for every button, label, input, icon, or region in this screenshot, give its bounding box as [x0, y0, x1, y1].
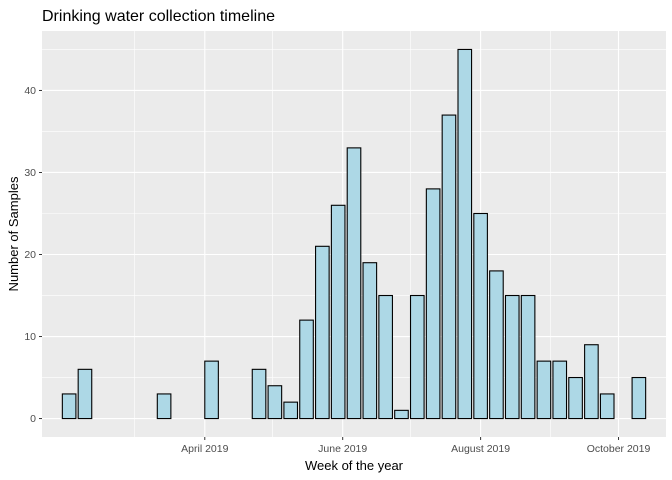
bar: [425, 188, 441, 420]
bar: [378, 294, 393, 420]
bar: [394, 409, 409, 420]
y-tick-label: 30: [24, 167, 36, 179]
chart-title: Drinking water collection timeline: [42, 8, 275, 25]
x-tick-label: June 2019: [318, 443, 367, 455]
x-tick-label: April 2019: [181, 443, 228, 455]
bar: [61, 393, 77, 420]
bar: [77, 368, 93, 420]
bar: [409, 294, 425, 420]
bar: [552, 360, 568, 420]
bar: [362, 262, 378, 420]
y-axis: 0 10 20 30 40: [24, 85, 42, 425]
bar: [568, 376, 583, 420]
bar: [156, 393, 172, 420]
x-tick-label: October 2019: [587, 443, 651, 455]
bar: [299, 319, 314, 420]
bar: [520, 294, 536, 420]
bar: [473, 212, 488, 420]
bar: [631, 376, 647, 420]
y-axis-title: Number of Samples: [6, 176, 21, 291]
y-tick-label: 0: [30, 413, 36, 425]
bar: [599, 393, 615, 420]
bars: [61, 48, 647, 420]
y-tick-label: 40: [24, 85, 36, 97]
x-tick-label: August 2019: [451, 443, 510, 455]
bar: [489, 270, 504, 420]
bar: [204, 360, 219, 420]
bar: [536, 360, 552, 420]
bar: [251, 368, 267, 420]
y-tick-label: 20: [24, 249, 36, 261]
bar: [346, 147, 362, 420]
x-axis: April 2019 June 2019 August 2019 October 20…: [181, 437, 650, 455]
bar: [267, 385, 283, 420]
x-axis-title: Week of the year: [305, 458, 404, 473]
y-tick-label: 10: [24, 331, 36, 343]
bar: [504, 294, 520, 420]
bar: [283, 401, 299, 420]
bar: [315, 245, 330, 420]
bar: [441, 114, 457, 420]
bar: [584, 344, 599, 420]
bar: [457, 48, 473, 420]
bar: [330, 204, 346, 420]
